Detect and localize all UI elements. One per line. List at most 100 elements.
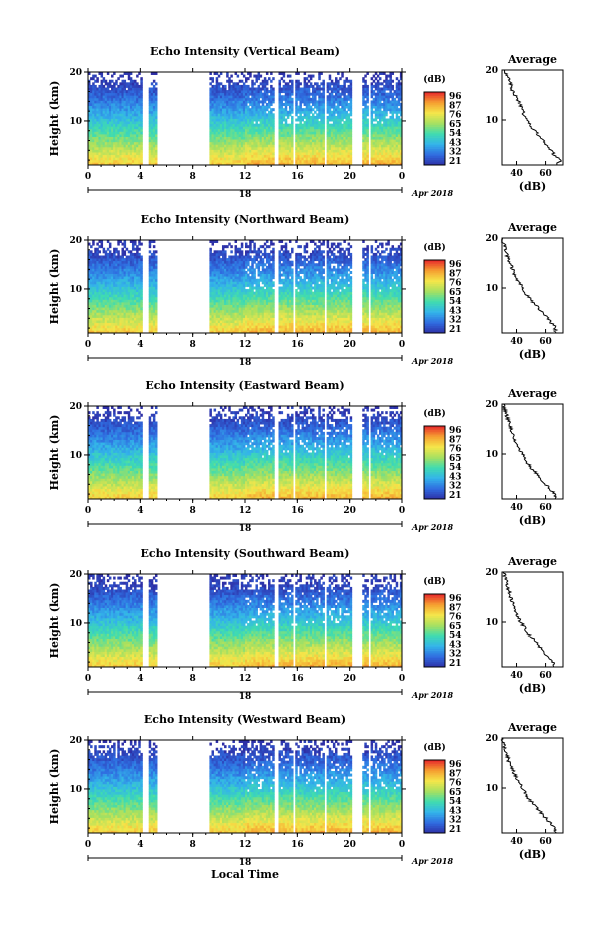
heatmap-cell	[284, 110, 288, 114]
heatmap-cell	[211, 136, 214, 140]
heatmap-cell	[263, 152, 267, 156]
heatmap-cell	[366, 141, 369, 145]
heatmap-cell	[291, 97, 294, 101]
heatmap-cell	[261, 82, 265, 86]
heatmap-cell	[253, 136, 256, 140]
heatmap-cell	[219, 105, 223, 109]
heatmap-cell	[152, 126, 156, 130]
heatmap-cell	[278, 95, 281, 99]
heatmap-cell	[349, 128, 353, 132]
heatmap-cell	[140, 136, 143, 140]
heatmap-cell	[242, 139, 246, 143]
heatmap-cell	[263, 162, 267, 166]
heatmap-cell	[127, 82, 131, 86]
heatmap-cell	[154, 296, 158, 300]
heatmap-cell	[108, 113, 112, 117]
heatmap-cell	[251, 162, 254, 166]
heatmap-cell	[121, 79, 124, 83]
heatmap-cell	[140, 123, 143, 127]
heatmap-cell	[291, 115, 294, 119]
heatmap-cell	[138, 92, 141, 96]
heatmap-cell	[291, 121, 294, 125]
heatmap-cell	[98, 97, 101, 101]
heatmap-cell	[230, 97, 233, 101]
heatmap-cell	[136, 250, 139, 254]
heatmap-cell	[123, 128, 127, 132]
heatmap-cell	[280, 72, 284, 75]
heatmap-cell	[90, 126, 93, 130]
heatmap-cell	[251, 126, 254, 130]
heatmap-cell	[100, 115, 104, 119]
heatmap-cell	[255, 97, 258, 101]
heatmap-cell	[88, 105, 91, 109]
heatmap-cell	[232, 113, 235, 117]
heatmap-cell	[257, 128, 261, 132]
heatmap-cell	[111, 144, 114, 148]
heatmap-cell	[111, 87, 114, 91]
heatmap-cell	[253, 157, 256, 161]
heatmap-cell	[242, 144, 246, 148]
heatmap-cell	[127, 100, 131, 104]
heatmap-cell	[251, 123, 254, 127]
heatmap-cell	[236, 131, 240, 135]
heatmap-cell	[238, 118, 242, 122]
heatmap-cell	[251, 110, 254, 114]
heatmap-cell	[318, 84, 321, 88]
heatmap-cell	[240, 108, 244, 112]
heatmap-cell	[136, 162, 139, 166]
heatmap-cell	[284, 118, 288, 122]
heatmap-cell	[259, 136, 263, 140]
x-tick-label: 12	[239, 172, 252, 182]
heatmap-cell	[268, 146, 271, 150]
heatmap-cell	[272, 157, 275, 161]
heatmap-cell	[307, 95, 311, 99]
heatmap-cell	[224, 128, 227, 132]
heatmap-cell	[154, 273, 158, 277]
heatmap-cell	[219, 159, 223, 163]
heatmap-cell	[121, 87, 124, 91]
heatmap-cell	[90, 92, 93, 96]
heatmap-cell	[148, 100, 152, 104]
heatmap-cell	[253, 87, 256, 91]
heatmap-cell	[297, 118, 300, 122]
heatmap-cell	[228, 128, 231, 132]
heatmap-cell	[318, 74, 321, 78]
heatmap-cell	[213, 157, 217, 161]
heatmap-cell	[272, 139, 275, 143]
heatmap-cell	[249, 123, 252, 127]
heatmap-cell	[234, 82, 238, 86]
heatmap-cell	[127, 103, 131, 106]
heatmap-cell	[232, 139, 235, 143]
heatmap-cell	[335, 77, 338, 81]
heatmap-cell	[253, 118, 256, 122]
heatmap-cell	[125, 118, 129, 122]
heatmap-cell	[257, 105, 261, 109]
heatmap-cell	[268, 141, 271, 145]
heatmap-cell	[242, 108, 246, 112]
heatmap-cell	[90, 149, 93, 153]
heatmap-cell	[221, 95, 225, 99]
heatmap-cell	[242, 126, 246, 130]
heatmap-cell	[154, 302, 158, 305]
heatmap-cell	[253, 113, 256, 117]
heatmap-cell	[100, 97, 104, 101]
heatmap-cell	[249, 128, 252, 132]
heatmap-cell	[291, 152, 294, 156]
heatmap-cell	[349, 159, 353, 163]
heatmap-cell	[106, 121, 110, 125]
heatmap-cell	[366, 95, 369, 99]
heatmap-cell	[129, 113, 133, 117]
heatmap-cell	[90, 105, 93, 109]
heatmap-cell	[221, 103, 225, 106]
heatmap-cell	[92, 105, 95, 109]
heatmap-cell	[129, 121, 133, 125]
heatmap-cell	[121, 105, 124, 109]
heatmap-cell	[119, 82, 122, 86]
heatmap-cell	[96, 252, 99, 256]
heatmap-cell	[224, 87, 227, 91]
heatmap-cell	[226, 139, 229, 143]
heatmap-cell	[224, 105, 227, 109]
heatmap-cell	[129, 154, 133, 158]
heatmap-cell	[299, 126, 302, 130]
colorbar-segment	[424, 97, 445, 100]
